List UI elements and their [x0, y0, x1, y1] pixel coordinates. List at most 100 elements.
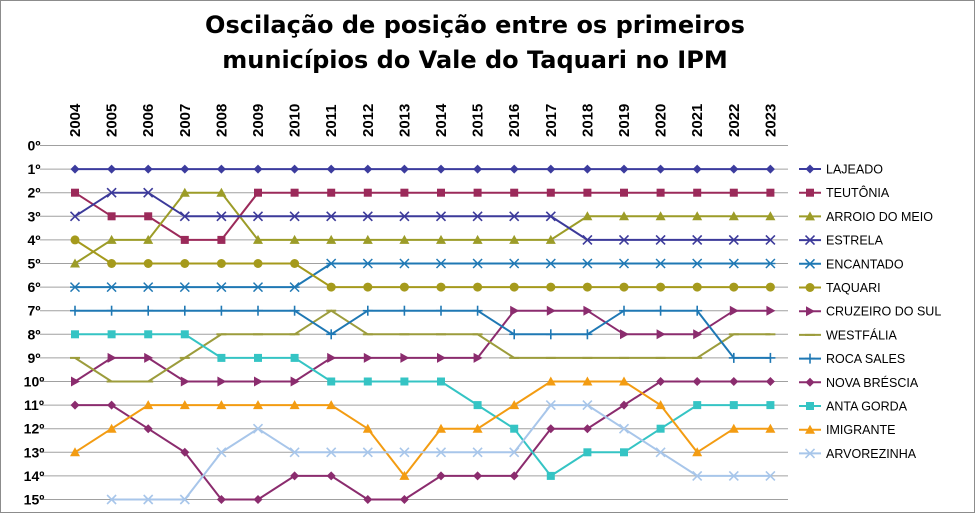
point-imigrante-2010: [289, 400, 300, 410]
legend-label-cruzeiro-do-sul: CRUZEIRO DO SUL: [826, 305, 941, 319]
point-nova-brescia-2009: [253, 495, 263, 504]
point-imigrante-2019: [619, 376, 629, 386]
point-teutonia-2011: [327, 188, 336, 197]
point-nova-brescia-2004: [70, 400, 80, 410]
point-roca-sales-2015: [472, 305, 483, 316]
point-taquari-2014: [436, 282, 446, 292]
y-tick-label-3: 3º: [28, 208, 41, 224]
point-cruzeiro-do-sul-2015: [473, 352, 483, 363]
point-arroio-do-meio-2011: [326, 234, 337, 244]
point-cruzeiro-do-sul-2022: [729, 305, 739, 316]
point-anta-gorda-2018: [583, 448, 592, 457]
legend-marker-roca-sales: [805, 353, 815, 364]
point-nova-brescia-2012: [363, 495, 373, 504]
point-arroio-do-meio-2010: [289, 234, 300, 244]
point-roca-sales-2009: [253, 305, 263, 316]
point-arvorezinha-2009: [252, 423, 264, 434]
point-taquari-2023: [765, 282, 775, 292]
point-nova-brescia-2019: [619, 400, 629, 410]
point-nova-brescia-2022: [729, 377, 739, 386]
point-taquari-2006: [143, 259, 153, 268]
x-tick-label-2011: 2011: [323, 104, 340, 137]
point-arroio-do-meio-2005: [106, 234, 117, 244]
point-nova-brescia-2008: [216, 495, 226, 504]
point-taquari-2013: [399, 282, 409, 292]
point-estrela-2010: [289, 211, 300, 222]
legend-entry-cruzeiro-do-sul: CRUZEIRO DO SUL: [799, 305, 941, 319]
point-roca-sales-2021: [692, 305, 703, 316]
x-tick-label-2023: 2023: [762, 104, 779, 137]
point-taquari-2010: [290, 259, 300, 268]
point-arroio-do-meio-2006: [143, 234, 154, 244]
point-lajeado-2022: [729, 164, 739, 174]
point-arroio-do-meio-2007: [179, 187, 190, 197]
series-line-anta-gorda: [75, 333, 771, 478]
x-tick-label-2018: 2018: [579, 104, 596, 137]
point-anta-gorda-2015: [473, 401, 482, 410]
y-tick-label-8: 8º: [28, 326, 41, 342]
series-cruzeiro-do-sul: [71, 305, 776, 387]
point-imigrante-2012: [362, 423, 373, 433]
point-taquari-2008: [216, 259, 226, 268]
point-arvorezinha-2022: [728, 470, 739, 481]
point-teutonia-2020: [656, 188, 665, 197]
point-arvorezinha-2019: [618, 423, 630, 434]
point-arroio-do-meio-2019: [619, 211, 629, 221]
point-nova-brescia-2005: [107, 400, 117, 410]
point-teutonia-2008: [217, 235, 226, 244]
chart-title-line-1: Oscilação de posição entre os primeiros: [205, 11, 745, 39]
y-tick-label-12: 12º: [24, 421, 45, 437]
point-imigrante-2011: [326, 400, 337, 410]
point-teutonia-2022: [729, 188, 738, 197]
point-encantado-2014: [435, 258, 447, 269]
x-tick-label-2008: 2008: [213, 104, 230, 137]
legend-entry-lajeado: LAJEADO: [799, 163, 883, 177]
point-nova-brescia-2010: [290, 471, 300, 481]
point-arvorezinha-2012: [362, 447, 373, 458]
point-estrela-2014: [435, 211, 447, 222]
point-estrela-2016: [509, 211, 520, 222]
point-nova-brescia-2021: [692, 377, 702, 386]
series-roca-sales: [70, 305, 776, 363]
point-lajeado-2021: [692, 164, 702, 174]
y-tick-label-11: 11º: [24, 397, 44, 413]
series-lajeado: [70, 164, 775, 174]
y-tick-label-5: 5º: [28, 256, 41, 272]
point-roca-sales-2013: [399, 305, 410, 316]
point-imigrante-2018: [582, 376, 593, 386]
legend-label-lajeado: LAJEADO: [826, 163, 883, 177]
point-roca-sales-2016: [509, 329, 520, 340]
point-arvorezinha-2008: [216, 447, 227, 458]
x-tick-label-2014: 2014: [433, 103, 450, 137]
point-cruzeiro-do-sul-2018: [583, 305, 593, 316]
x-tick-label-2010: 2010: [287, 104, 304, 137]
series-estrela: [69, 187, 776, 245]
point-cruzeiro-do-sul-2020: [656, 329, 666, 340]
point-anta-gorda-2011: [327, 377, 336, 386]
point-nova-brescia-2017: [546, 424, 556, 434]
point-encantado-2004: [69, 282, 81, 293]
series-line-taquari: [74, 239, 771, 289]
point-teutonia-2010: [290, 188, 299, 197]
point-estrela-2018: [582, 234, 593, 245]
point-taquari-2016: [509, 282, 519, 292]
point-lajeado-2016: [509, 164, 519, 174]
y-axis-tick-labels: 0º 1º 2º 3º 4º 5º 6º 7º 8º 9º 10º 11º 12º 13º 14º 15º: [24, 138, 45, 508]
point-taquari-2009: [253, 259, 263, 268]
point-encantado-2007: [179, 282, 190, 293]
point-lajeado-2012: [363, 164, 373, 174]
point-nova-brescia-2013: [399, 495, 409, 504]
series-line-estrela: [74, 191, 771, 241]
point-arroio-do-meio-2023: [765, 211, 776, 221]
point-arroio-do-meio-2015: [472, 234, 483, 244]
point-arvorezinha-2014: [435, 447, 447, 458]
legend-label-encantado: ENCANTADO: [826, 257, 904, 271]
series-line-roca-sales: [75, 309, 771, 359]
series-arroio-do-meio: [70, 187, 776, 268]
point-nova-brescia-2014: [436, 471, 446, 481]
point-estrela-2021: [692, 234, 703, 245]
point-arroio-do-meio-2018: [582, 211, 593, 221]
point-estrela-2017: [545, 211, 556, 222]
